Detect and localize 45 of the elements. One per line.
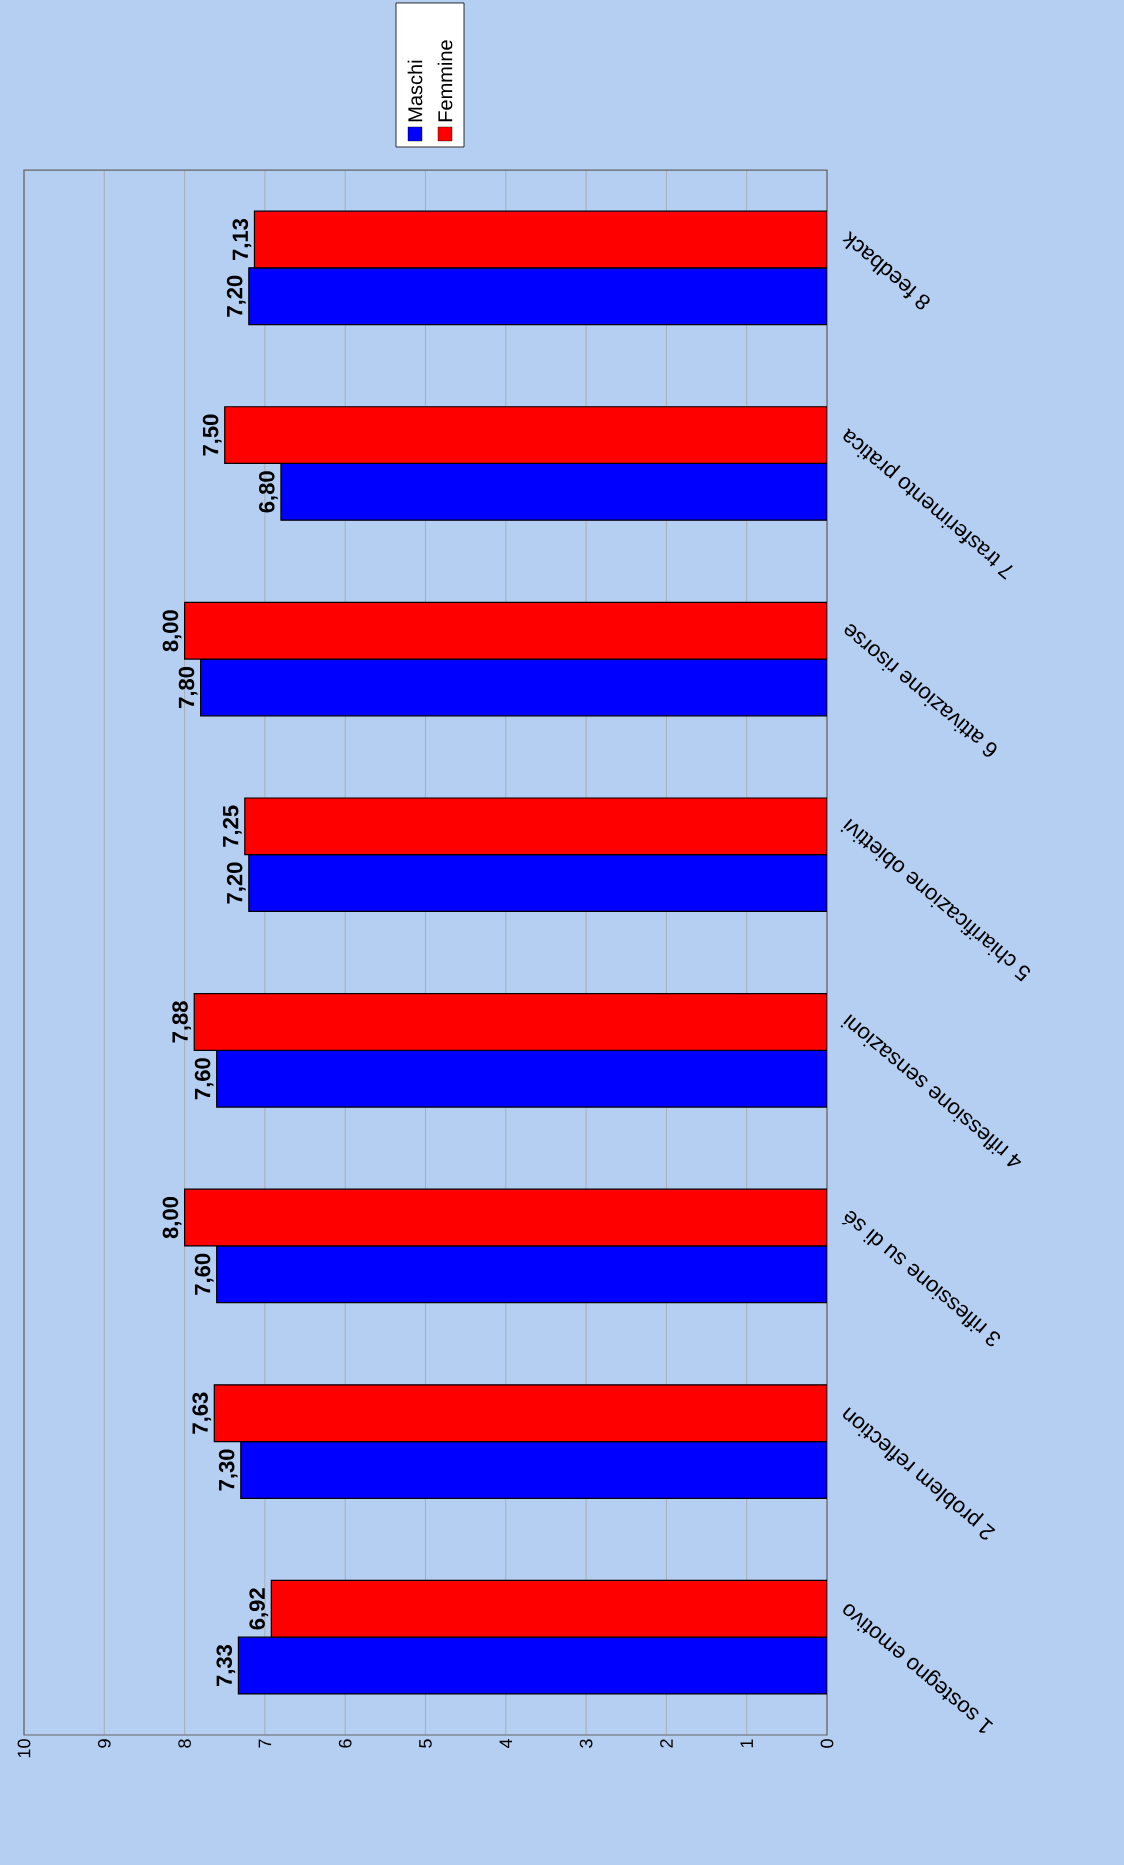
bar <box>237 1636 827 1695</box>
data-label: 7,30 <box>218 1449 238 1491</box>
x-tick-label: 10 <box>17 1739 31 1758</box>
bar <box>244 797 827 856</box>
bar <box>248 854 827 913</box>
data-label: 7,60 <box>194 1058 214 1100</box>
data-label: 7,50 <box>202 414 222 456</box>
x-tick-label: 7 <box>258 1739 272 1748</box>
x-tick-label: 9 <box>97 1739 111 1748</box>
data-label: 7,60 <box>194 1253 214 1295</box>
x-tick-label: 0 <box>820 1739 834 1748</box>
bar <box>240 1440 827 1499</box>
data-label: 7,13 <box>232 218 252 260</box>
data-label: 7,63 <box>192 1392 212 1434</box>
bar <box>253 210 827 269</box>
data-label: 7,25 <box>222 805 242 847</box>
data-label: 6,92 <box>249 1588 269 1630</box>
data-label: 7,20 <box>226 862 246 904</box>
x-tick-label: 1 <box>740 1739 753 1748</box>
bar <box>270 1579 827 1638</box>
bar <box>193 993 827 1051</box>
text: Femmine <box>437 40 453 122</box>
data-label: 8,00 <box>162 1197 182 1239</box>
x-tick-label: 3 <box>579 1739 593 1748</box>
x-tick-label: 6 <box>338 1739 352 1748</box>
bar <box>213 1384 827 1443</box>
x-tick-label: 2 <box>660 1739 673 1748</box>
bar <box>280 462 827 521</box>
x-tick-label: 8 <box>178 1739 191 1748</box>
bar <box>200 658 827 717</box>
data-label: 6,80 <box>258 471 278 513</box>
x-tick-label: 4 <box>499 1739 512 1749</box>
x-tick-label: 5 <box>419 1739 432 1748</box>
data-label: 7,80 <box>178 666 198 708</box>
bar <box>183 1188 827 1247</box>
data-label: 7,88 <box>172 1001 192 1043</box>
bar <box>216 1245 827 1304</box>
data-label: 7,33 <box>216 1644 236 1687</box>
bar <box>183 601 827 660</box>
bar <box>224 406 827 465</box>
text: Maschi <box>407 60 423 122</box>
data-label: 8,00 <box>162 610 182 652</box>
data-label: 7,20 <box>226 275 246 317</box>
bar <box>216 1049 827 1108</box>
bar <box>248 267 827 326</box>
